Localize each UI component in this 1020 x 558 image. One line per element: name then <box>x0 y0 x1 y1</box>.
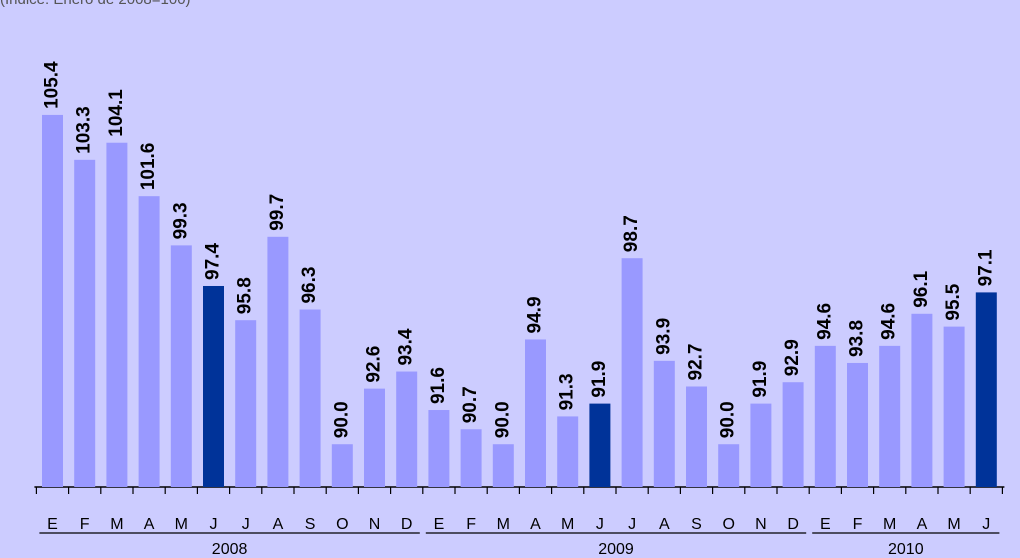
value-label: 92.9 <box>782 339 803 376</box>
bar <box>718 444 740 487</box>
value-label: 92.6 <box>364 346 385 383</box>
value-label: 91.3 <box>557 373 578 410</box>
value-label: 96.3 <box>299 267 320 304</box>
x-tick-label: M <box>110 516 123 533</box>
value-label: 94.6 <box>879 303 900 340</box>
value-label: 104.1 <box>106 89 127 137</box>
value-label: 99.7 <box>267 194 288 231</box>
value-label: 94.6 <box>814 303 835 340</box>
x-tick-label: F <box>853 516 863 533</box>
value-label: 95.8 <box>235 277 256 314</box>
bar <box>943 326 965 487</box>
bar <box>847 362 868 487</box>
x-tick-label: O <box>722 516 734 533</box>
value-label: 96.1 <box>911 270 932 307</box>
bar <box>331 444 353 487</box>
x-tick-label: S <box>691 516 702 533</box>
value-label: 93.8 <box>847 320 868 357</box>
x-tick-label: M <box>561 516 574 533</box>
bar <box>557 416 579 487</box>
value-label: 98.7 <box>621 215 642 252</box>
bar <box>138 196 160 487</box>
bar <box>299 309 321 487</box>
bar <box>686 386 707 487</box>
bar <box>492 444 514 487</box>
value-label: 97.4 <box>203 243 224 280</box>
x-tick-label: J <box>596 516 604 533</box>
bar <box>42 114 63 487</box>
x-tick-label: O <box>336 516 348 533</box>
x-tick-label: F <box>80 516 90 533</box>
value-label: 90.0 <box>718 401 739 438</box>
bar <box>879 345 901 487</box>
x-tick-label: E <box>820 516 831 533</box>
value-label: 91.6 <box>428 367 449 404</box>
x-tick-label: N <box>755 516 767 533</box>
bar <box>235 320 257 487</box>
x-tick-label: E <box>434 516 445 533</box>
x-tick-label: A <box>659 516 670 533</box>
bar <box>460 429 482 487</box>
value-label: 95.5 <box>943 283 964 320</box>
value-label: 101.6 <box>138 143 159 191</box>
x-tick-label: J <box>628 516 636 533</box>
x-tick-label: M <box>175 516 188 533</box>
value-label: 92.7 <box>686 344 707 381</box>
x-tick-label: A <box>530 516 541 533</box>
group-label: 2008 <box>212 541 248 558</box>
value-label: 94.9 <box>525 296 546 333</box>
value-label: 91.9 <box>750 361 771 398</box>
x-tick-label: M <box>497 516 510 533</box>
bar <box>911 313 933 487</box>
x-tick-label: D <box>787 516 799 533</box>
value-label: 93.4 <box>396 328 417 365</box>
value-label: 90.0 <box>331 401 352 438</box>
bar <box>106 142 128 487</box>
value-label: 90.0 <box>492 401 513 438</box>
bar <box>653 360 675 487</box>
value-label: 90.7 <box>460 386 481 423</box>
bar <box>621 258 643 487</box>
value-label: 99.3 <box>170 202 191 239</box>
x-tick-label: M <box>947 516 960 533</box>
x-tick-label: F <box>466 516 476 533</box>
bar <box>74 159 96 487</box>
bar <box>170 245 192 487</box>
bar <box>814 345 836 487</box>
x-tick-label: N <box>369 516 381 533</box>
x-tick-label: J <box>210 516 218 533</box>
value-label: 103.3 <box>74 106 95 154</box>
group-label: 2009 <box>598 541 634 558</box>
value-label: 97.1 <box>975 249 996 286</box>
bar <box>589 403 611 487</box>
value-label: 93.9 <box>653 318 674 355</box>
x-tick-label: D <box>401 516 413 533</box>
x-tick-label: A <box>144 516 155 533</box>
x-tick-label: M <box>883 516 896 533</box>
x-tick-label: E <box>47 516 58 533</box>
chart-subtitle: (Índice: Enero de 2008=100) <box>0 0 191 8</box>
bar <box>750 403 772 487</box>
x-tick-label: J <box>982 516 990 533</box>
group-label: 2010 <box>888 541 924 558</box>
bar <box>428 410 450 487</box>
value-label: 105.4 <box>42 61 63 109</box>
x-tick-label: S <box>305 516 316 533</box>
bar <box>203 285 224 487</box>
bar <box>364 388 385 487</box>
bar <box>975 292 997 487</box>
bar <box>525 339 546 487</box>
value-label: 91.9 <box>589 361 610 398</box>
bar <box>267 236 289 487</box>
x-tick-label: J <box>242 516 250 533</box>
bar <box>396 371 418 487</box>
x-tick-label: A <box>917 516 928 533</box>
x-tick-label: A <box>273 516 284 533</box>
bar <box>782 382 804 487</box>
